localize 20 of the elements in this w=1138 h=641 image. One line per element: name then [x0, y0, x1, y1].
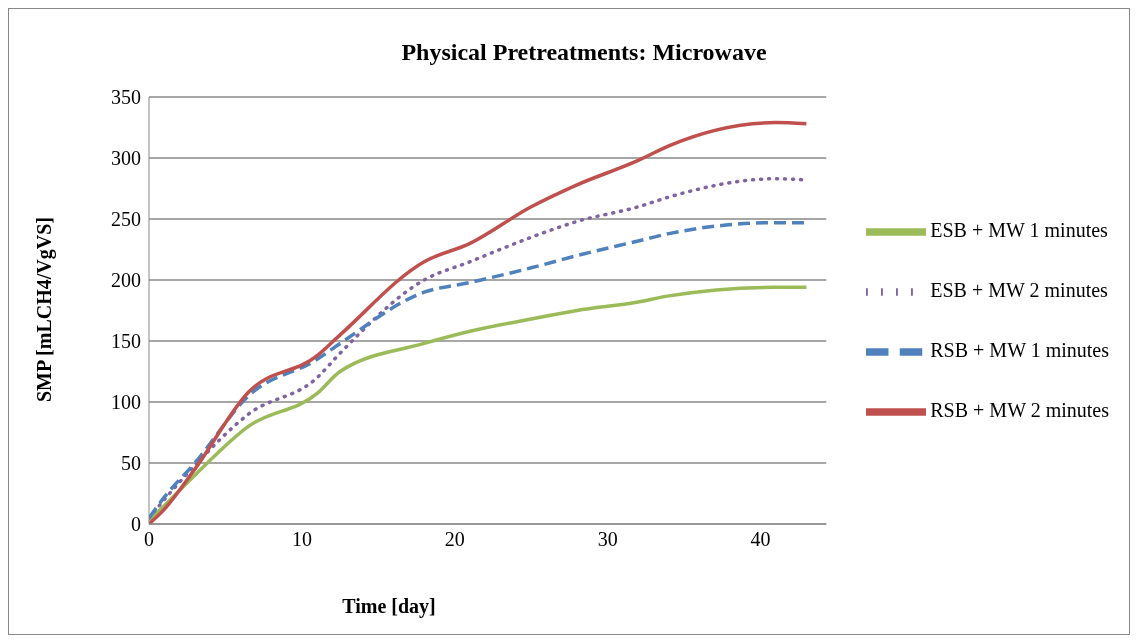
legend-label: ESB + MW 1 minutes	[930, 218, 1108, 241]
y-tick-label: 350	[111, 86, 141, 109]
y-tick-label: 50	[121, 452, 141, 475]
x-tick-label: 40	[750, 528, 771, 551]
legend-label: RSB + MW 1 minutes	[930, 338, 1109, 361]
y-tick-label: 0	[131, 513, 141, 536]
x-tick-label: 10	[291, 528, 312, 551]
y-tick-label: 100	[111, 391, 141, 414]
x-axis-title: Time [day]	[342, 595, 436, 618]
y-tick-label: 200	[111, 269, 141, 292]
y-tick-label: 300	[111, 147, 141, 170]
x-tick-label: 20	[444, 528, 465, 551]
y-tick-label: 150	[111, 330, 141, 353]
y-axis-title: SMP [mLCH4/VgVS]	[32, 216, 56, 402]
chart-title: Physical Pretreatments: Microwave	[400, 39, 768, 66]
y-tick-label: 250	[111, 208, 141, 231]
line-series	[149, 285, 809, 523]
legend-label: ESB + MW 2 minutes	[930, 278, 1108, 301]
x-tick-label: 30	[597, 528, 618, 551]
legend-label: RSB + MW 2 minutes	[930, 398, 1109, 421]
